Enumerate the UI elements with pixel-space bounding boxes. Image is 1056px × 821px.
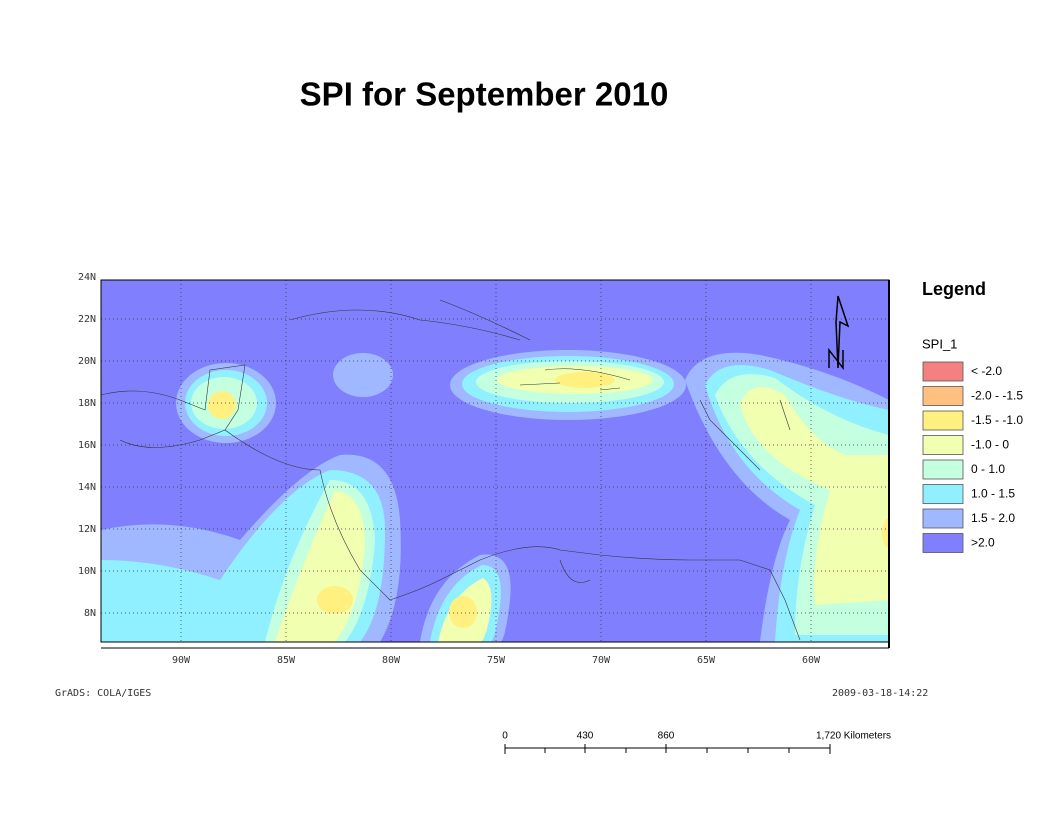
legend-swatch xyxy=(922,410,964,431)
scale-label: 0 xyxy=(502,731,508,742)
credit: GrADS: COLA/IGES xyxy=(55,688,151,699)
lon-label: 65W xyxy=(697,655,716,666)
legend-label: 0 - 1.0 xyxy=(971,462,1005,476)
scale-bar xyxy=(504,744,831,754)
lat-label: 24N xyxy=(78,272,96,283)
lat-label: 8N xyxy=(84,608,96,619)
legend-label: -2.0 - -1.5 xyxy=(971,389,1023,403)
scale-label: 860 xyxy=(658,731,675,742)
lon-label: 60W xyxy=(802,655,821,666)
map-field xyxy=(101,280,889,642)
lat-label: 12N xyxy=(78,524,96,535)
north-arrow xyxy=(828,295,850,371)
legend-label: < -2.0 xyxy=(971,364,1002,378)
legend-swatch xyxy=(922,508,964,529)
title: SPI for September 2010 xyxy=(300,76,669,113)
lat-label: 16N xyxy=(78,440,96,451)
scale-label: 1,720 Kilometers xyxy=(816,731,891,742)
lon-label: 80W xyxy=(382,655,401,666)
lon-label: 75W xyxy=(487,655,506,666)
legend-swatch xyxy=(922,386,964,406)
legend-label: 1.0 - 1.5 xyxy=(971,487,1015,501)
lat-label: 10N xyxy=(78,566,96,577)
legend-label: -1.0 - 0 xyxy=(971,438,1009,452)
lat-label: 22N xyxy=(78,314,96,325)
legend-swatch xyxy=(922,361,964,382)
lat-label: 20N xyxy=(78,356,96,367)
legend-swatch xyxy=(922,484,964,504)
lon-label: 85W xyxy=(277,655,296,666)
legend-swatch xyxy=(922,435,964,455)
lat-label: 14N xyxy=(78,482,96,493)
legend-title: Legend xyxy=(922,279,986,299)
lon-label: 90W xyxy=(172,655,191,666)
legend-label: 1.5 - 2.0 xyxy=(971,511,1015,525)
scale-label: 430 xyxy=(577,731,594,742)
legend-swatch xyxy=(922,459,964,480)
lat-label: 18N xyxy=(78,398,96,409)
legend-swatch xyxy=(922,533,964,553)
legend-label: >2.0 xyxy=(971,536,995,550)
legend-label: -1.5 - -1.0 xyxy=(971,413,1023,427)
legend-layer: SPI_1 xyxy=(922,336,957,351)
lon-label: 70W xyxy=(592,655,611,666)
timestamp: 2009-03-18-14:22 xyxy=(832,688,928,699)
